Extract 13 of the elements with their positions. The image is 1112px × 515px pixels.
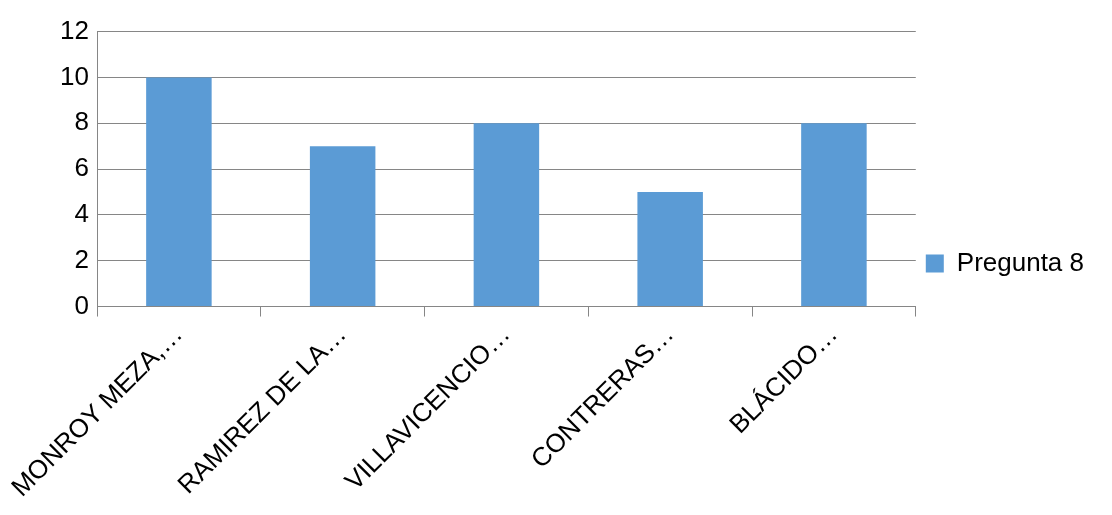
y-tick-label: 6 (74, 152, 90, 183)
y-tick-label: 10 (60, 60, 90, 91)
y-tick-label: 0 (74, 289, 90, 320)
bar (146, 77, 212, 307)
bar (473, 123, 540, 307)
bar (801, 123, 867, 307)
legend-label: Pregunta 8 (956, 246, 1085, 277)
y-tick-label: 2 (74, 243, 90, 274)
bar (637, 191, 703, 307)
bar (309, 146, 376, 307)
y-tick-label: 12 (60, 14, 90, 45)
y-tick-label: 8 (74, 106, 90, 137)
y-tick-label: 4 (74, 198, 90, 229)
